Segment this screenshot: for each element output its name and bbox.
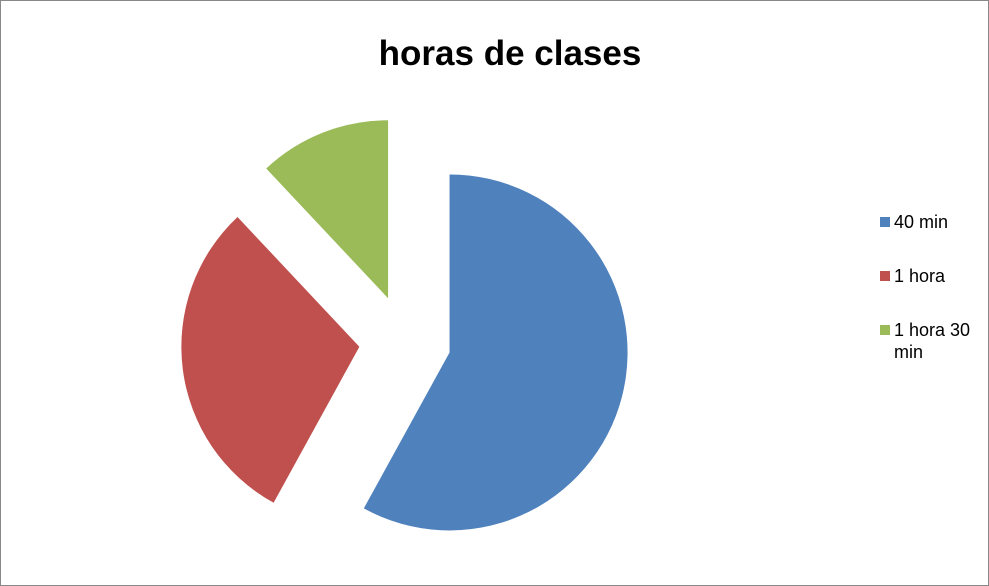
pie-slice: [266, 120, 389, 299]
legend-label: 1 hora 30 min: [894, 320, 971, 362]
legend-label: 1 hora: [894, 266, 946, 286]
legend-swatch: [880, 217, 890, 227]
legend-label: 40 min: [894, 212, 949, 232]
pie-slice: [181, 217, 360, 503]
legend-swatch: [880, 271, 890, 281]
pie-slice: [363, 174, 628, 531]
legend-entry: 1 hora: [880, 265, 974, 287]
legend-entry: 40 min: [880, 211, 974, 233]
chart-title: horas de clases: [379, 34, 642, 73]
legend-entry: 1 hora 30 min: [880, 319, 974, 363]
legend: 40 min 1 hora 1 hora 30 min: [880, 211, 989, 395]
legend-swatch: [880, 325, 890, 335]
